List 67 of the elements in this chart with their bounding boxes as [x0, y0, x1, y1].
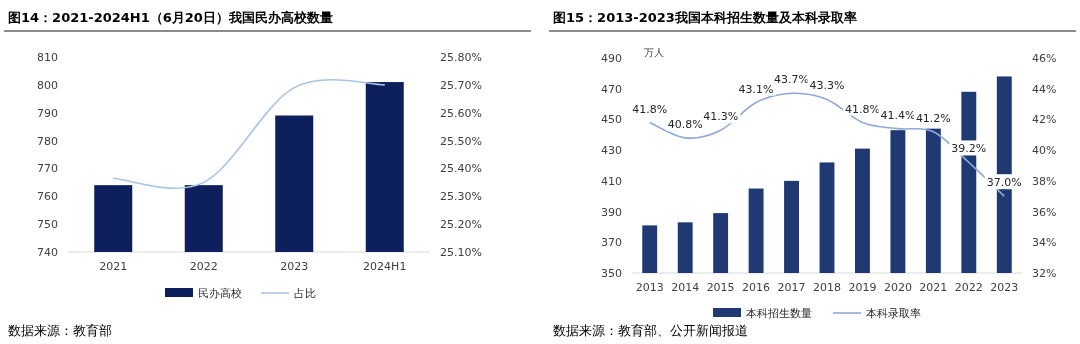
y-tick-label: 800	[37, 78, 58, 92]
y-tick-label: 810	[37, 51, 58, 64]
y-tick-label: 740	[37, 246, 58, 259]
legend-label: 民办高校	[198, 287, 242, 300]
legend-label: 本科招生数量	[746, 307, 812, 320]
y-tick-label: 490	[601, 52, 622, 65]
x-tick-label: 2021	[99, 260, 128, 273]
y2-tick-label: 25.80%	[440, 51, 482, 64]
y-tick-label: 760	[37, 190, 58, 204]
y-tick-label: 390	[601, 205, 622, 219]
y2-tick-label: 25.60%	[440, 106, 482, 120]
x-tick-label: 2021	[919, 281, 948, 294]
y2-tick-label: 25.10%	[440, 246, 482, 259]
chart-title: 图15：2013-2023我国本科招生数量及本科录取率	[553, 10, 857, 25]
source-note: 数据来源：教育部	[8, 323, 112, 338]
data-label: 43.7%	[774, 73, 810, 87]
x-tick-label: 2020	[883, 281, 912, 294]
x-tick-label: 2015	[706, 281, 735, 294]
y-tick-label: 450	[601, 113, 622, 127]
x-tick-label: 2016	[742, 281, 771, 294]
y2-tick-label: 25.50%	[440, 134, 482, 148]
y-axis-title: 万人	[644, 47, 664, 58]
y2-tick-label: 25.20%	[440, 218, 482, 232]
y-tick-label: 370	[601, 236, 622, 250]
x-tick-label: 2013	[635, 281, 664, 294]
y2-tick-label: 38%	[1032, 174, 1057, 188]
y-tick-label: 750	[37, 218, 58, 232]
y-tick-label: 430	[601, 144, 622, 158]
x-tick-label: 2024H1	[363, 260, 407, 273]
y-tick-label: 790	[37, 106, 58, 120]
x-tick-label: 2014	[671, 281, 700, 294]
x-tick-label: 2019	[848, 281, 877, 294]
data-label: 43.1%	[738, 82, 774, 96]
y-tick-label: 770	[37, 162, 58, 176]
data-label: 41.8%	[632, 102, 668, 116]
y-tick-label: 470	[601, 82, 622, 96]
y2-tick-label: 40%	[1032, 144, 1057, 158]
x-tick-label: 2023	[990, 281, 1019, 294]
data-label: 41.2%	[915, 111, 951, 125]
x-tick-label: 2022	[954, 281, 983, 294]
legend-label: 本科录取率	[866, 307, 921, 320]
y2-tick-label: 25.30%	[440, 190, 482, 204]
y2-tick-label: 46%	[1032, 52, 1057, 65]
y2-tick-label: 42%	[1032, 113, 1057, 127]
data-label: 40.8%	[667, 117, 703, 131]
data-label: 41.3%	[703, 110, 739, 124]
y2-tick-label: 34%	[1032, 236, 1057, 250]
legend-label: 占比	[294, 287, 316, 300]
x-tick-label: 2023	[280, 260, 309, 273]
data-label: 39.2%	[951, 142, 987, 156]
data-label: 43.3%	[809, 79, 845, 93]
x-tick-label: 2017	[777, 281, 806, 294]
y-tick-label: 410	[601, 174, 622, 188]
y2-tick-label: 32%	[1032, 267, 1057, 280]
data-label: 41.4%	[880, 108, 916, 122]
y2-tick-label: 25.70%	[440, 78, 482, 92]
chart-title: 图14：2021-2024H1（6月20日）我国民办高校数量	[8, 10, 333, 25]
x-tick-label: 2018	[813, 281, 841, 294]
data-label: 41.8%	[844, 102, 880, 116]
data-label: 37.0%	[986, 176, 1022, 190]
y-tick-label: 780	[37, 134, 58, 148]
x-tick-label: 2022	[189, 260, 218, 273]
y2-tick-label: 36%	[1032, 205, 1057, 219]
y-tick-label: 350	[601, 267, 622, 280]
y2-tick-label: 25.40%	[440, 162, 482, 176]
y2-tick-label: 44%	[1032, 82, 1057, 96]
source-note: 数据来源：教育部、公开新闻报道	[553, 323, 748, 338]
